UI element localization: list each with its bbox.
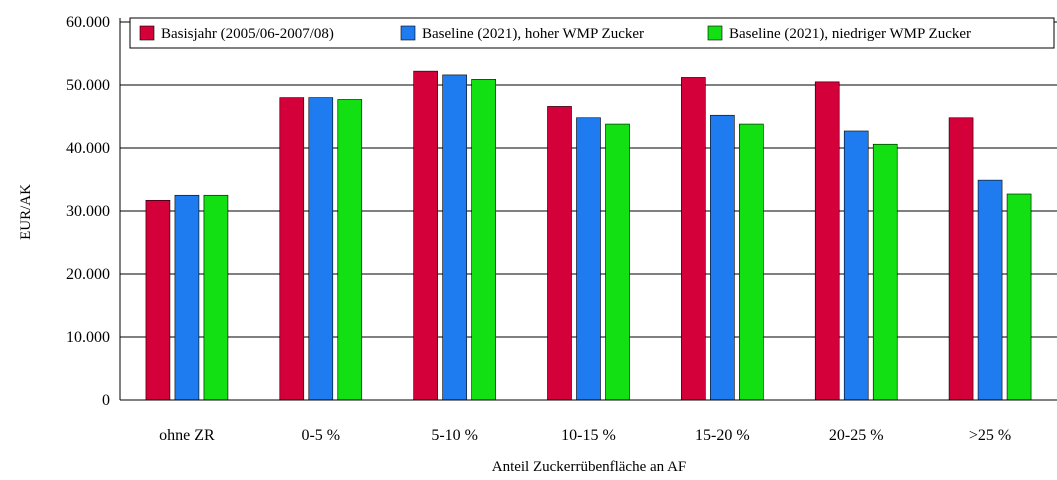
legend: Basisjahr (2005/06-2007/08) Baseline (202… (129, 17, 1055, 49)
y-tick-label: 40.000 (66, 140, 110, 157)
x-tick-label: ohne ZR (159, 427, 215, 444)
y-tick-label: 60.000 (66, 14, 110, 31)
bar-series-2-category-7 (977, 179, 1003, 401)
bar-series-1-category-4 (547, 106, 572, 401)
y-tick-label: 10.000 (66, 329, 110, 346)
bar-series-2-category-3 (442, 74, 467, 401)
x-tick-label: 15-20 % (695, 427, 750, 444)
legend-swatch (400, 25, 416, 41)
bar-series-1-category-5 (681, 77, 706, 401)
bar-series-3-category-5 (739, 123, 764, 401)
bars (145, 70, 1032, 401)
x-tick-label: >25 % (969, 427, 1011, 444)
bar-series-2-category-4 (576, 117, 601, 401)
y-tick-label: 0 (102, 392, 110, 409)
bar-series-1-category-6 (814, 81, 840, 401)
y-tick-label: 50.000 (66, 77, 110, 94)
y-tick-label: 30.000 (66, 203, 110, 220)
bar-series-1-category-7 (948, 117, 974, 401)
bar-series-1-category-1 (145, 199, 171, 401)
bar-series-2-category-5 (710, 114, 735, 401)
y-tick-labels: 0 10.000 20.000 30.000 40.000 50.000 60.000 (66, 14, 110, 409)
bar-series-2-category-2 (308, 97, 334, 401)
legend-label: Basisjahr (2005/06-2007/08) (161, 26, 334, 42)
bar-series-3-category-4 (605, 123, 630, 401)
x-tick-label: 0-5 % (301, 427, 340, 444)
x-tick-label: 20-25 % (829, 427, 884, 444)
x-axis-title: Anteil Zuckerrübenfläche an AF (492, 459, 687, 475)
bar-series-3-category-6 (872, 143, 898, 401)
legend-swatch (139, 25, 155, 41)
x-tick-labels: ohne ZR 0-5 % 5-10 % 10-15 % 15-20 % 20-25 % >… (159, 427, 1011, 444)
bar-series-2-category-1 (174, 194, 200, 401)
bar-series-2-category-6 (843, 130, 869, 401)
legend-box (129, 17, 1055, 49)
legend-label: Baseline (2021), hoher WMP Zucker (422, 26, 644, 42)
y-axis-title: EUR/AK (18, 184, 34, 240)
bar-series-3-category-3 (471, 79, 496, 401)
bar-series-1-category-2 (279, 97, 305, 401)
legend-swatch (707, 25, 723, 41)
x-tick-label: 10-15 % (561, 427, 616, 444)
bar-series-3-category-7 (1006, 193, 1032, 401)
x-tick-label: 5-10 % (431, 427, 478, 444)
legend-label: Baseline (2021), niedriger WMP Zucker (729, 26, 971, 42)
bar-series-3-category-2 (337, 99, 363, 401)
y-tick-label: 20.000 (66, 266, 110, 283)
bar-series-1-category-3 (413, 70, 438, 401)
bar-series-3-category-1 (203, 194, 229, 401)
